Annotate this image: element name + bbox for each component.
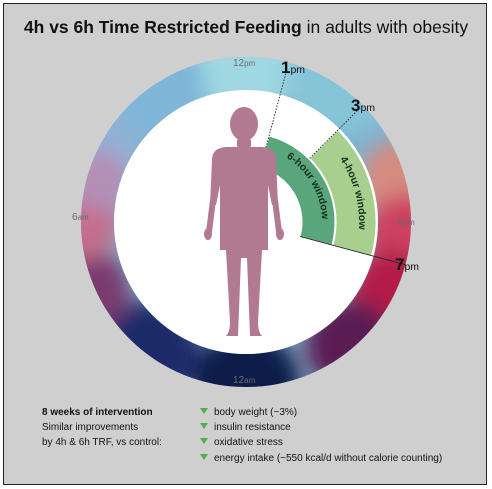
intervention-line-2: by 4h & 6h TRF, vs control: — [42, 437, 162, 449]
clock-label-12pm: 12pm — [233, 58, 256, 69]
clock-label-12am: 12am — [233, 375, 256, 386]
benefit-item: energy intake (~550 kcal/d without calor… — [200, 451, 442, 466]
clock-label-6am: 6am — [72, 212, 89, 223]
intervention-line-1: Similar improvements — [42, 422, 139, 434]
down-arrow-icon — [200, 453, 208, 460]
time-label-3pm: 3pm — [351, 96, 376, 115]
human-figure-silhouette — [204, 107, 284, 336]
one-pm-marker-line — [260, 69, 288, 169]
title-rest: in adults with obesity — [301, 17, 469, 37]
benefit-item: insulin resistance — [200, 420, 442, 435]
time-label-1pm: 1pm — [281, 58, 306, 77]
title-bold: 4h vs 6h Time Restricted Feeding — [23, 17, 302, 37]
down-arrow-icon — [200, 438, 208, 445]
seven-pm-marker-line — [299, 236, 406, 266]
benefit-list: body weight (~3%) insulin resistance oxi… — [200, 405, 442, 466]
benefit-item: body weight (~3%) — [200, 405, 442, 420]
down-arrow-icon — [200, 423, 208, 430]
three-pm-marker-line — [309, 109, 359, 159]
down-arrow-icon — [200, 408, 208, 414]
time-label-7pm: 7pm — [395, 255, 420, 274]
clock-label-6pm: 6pm — [398, 217, 415, 228]
intervention-summary: 8 weeks of intervention Similar improvem… — [42, 405, 162, 451]
figure-title: 4h vs 6h Time Restricted Feeding in adul… — [0, 17, 492, 38]
benefit-item: oxidative stress — [200, 435, 442, 450]
intervention-heading: 8 weeks of intervention — [42, 407, 153, 418]
